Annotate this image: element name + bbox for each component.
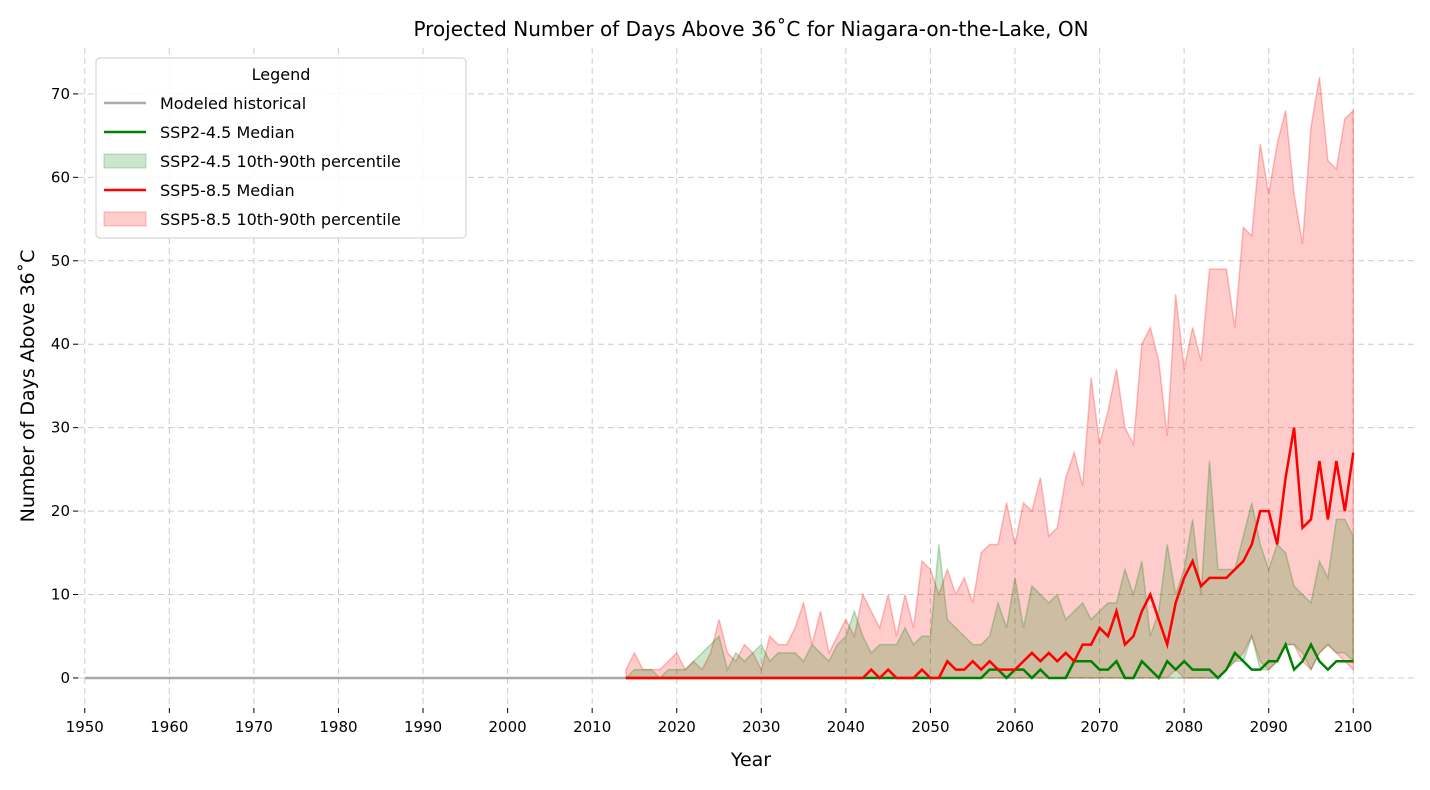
y-tick-label: 0: [60, 669, 70, 687]
y-tick-label: 50: [51, 252, 70, 270]
y-axis: 0 10 20 30 40 50 60 70: [51, 85, 78, 687]
legend-label: SSP2-4.5 10th-90th percentile: [160, 152, 401, 171]
y-tick-label: 20: [51, 502, 70, 520]
x-tick-label: 2030: [742, 718, 780, 736]
legend-label: SSP5-8.5 10th-90th percentile: [160, 210, 401, 229]
x-tick-label: 1960: [150, 718, 188, 736]
legend-title: Legend: [252, 65, 311, 84]
legend-label: SSP2-4.5 Median: [160, 123, 295, 142]
x-tick-label: 1970: [235, 718, 273, 736]
x-tick-label: 1980: [319, 718, 357, 736]
y-tick-label: 30: [51, 419, 70, 437]
ssp585-median-line: [625, 427, 1355, 680]
x-axis-label: Year: [730, 749, 771, 771]
x-tick-label: 2040: [827, 718, 865, 736]
y-tick-label: 40: [51, 335, 70, 353]
x-tick-label: 2000: [489, 718, 527, 736]
x-tick-label: 2100: [1334, 718, 1372, 736]
x-tick-label: 2020: [658, 718, 696, 736]
y-tick-label: 10: [51, 586, 70, 604]
x-tick-label: 2050: [911, 718, 949, 736]
x-axis: 1950 1960 1970 1980 1990 2000 2010 2020 2030 2040…: [66, 708, 1372, 736]
legend-label: Modeled historical: [160, 94, 306, 113]
x-tick-label: 2070: [1080, 718, 1118, 736]
x-tick-label: 2090: [1250, 718, 1288, 736]
legend-swatch-band: [103, 211, 147, 227]
plot-area: [84, 77, 1355, 681]
x-tick-label: 1950: [66, 718, 104, 736]
x-tick-label: 2060: [996, 718, 1034, 736]
legend-label: SSP5-8.5 Median: [160, 181, 295, 200]
chart-title: Projected Number of Days Above 36˚C for …: [413, 17, 1088, 41]
legend: Legend Modeled historical SSP2-4.5 Median…: [95, 57, 467, 239]
x-tick-label: 2010: [573, 718, 611, 736]
x-tick-label: 2080: [1165, 718, 1203, 736]
legend-box: [95, 57, 467, 239]
legend-swatch-band: [103, 153, 147, 169]
x-tick-label: 1990: [404, 718, 442, 736]
y-axis-label: Number of Days Above 36˚C: [17, 250, 39, 523]
y-tick-label: 60: [51, 168, 70, 186]
y-tick-label: 70: [51, 85, 70, 103]
